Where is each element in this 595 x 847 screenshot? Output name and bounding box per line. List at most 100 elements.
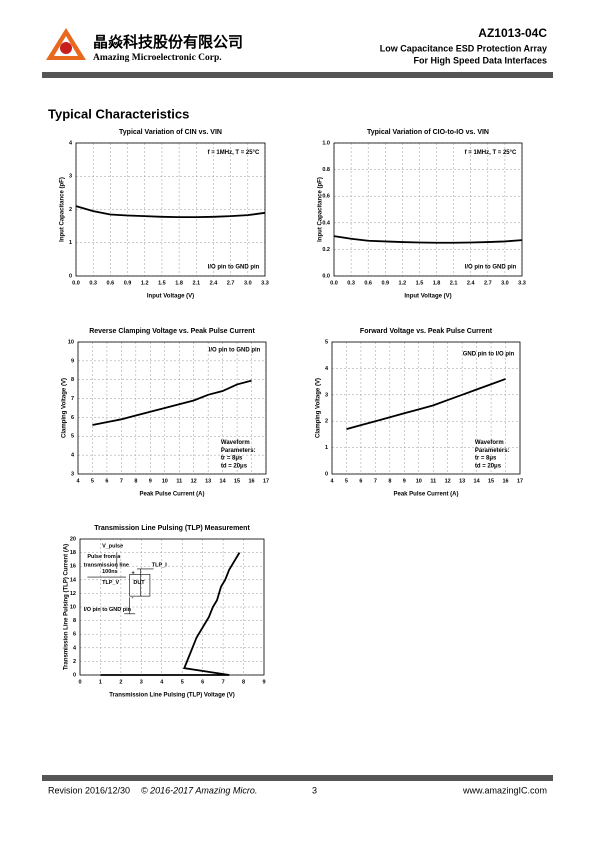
annotation: GND pin to I/O pin xyxy=(463,351,515,357)
y-tick-label: 0.4 xyxy=(322,220,331,226)
x-tick-label: 4 xyxy=(160,679,164,685)
x-tick-label: 0 xyxy=(78,679,81,685)
copyright: © 2016-2017 Amazing Micro. xyxy=(141,785,257,795)
logo xyxy=(46,28,86,60)
y-tick-label: 4 xyxy=(69,140,73,146)
x-tick-label: 5 xyxy=(91,478,94,484)
x-tick-label: 9 xyxy=(403,478,406,484)
y-tick-label: 8 xyxy=(71,377,74,383)
annotation: Waveform xyxy=(475,440,504,446)
y-tick-label: 18 xyxy=(70,550,76,556)
x-tick-label: 2.4 xyxy=(210,280,219,286)
y-tick-label: 0 xyxy=(325,471,328,477)
x-tick-label: 0.9 xyxy=(124,280,132,286)
annotation: - xyxy=(132,595,134,601)
y-tick-label: 0.2 xyxy=(322,247,330,253)
plot-frame xyxy=(77,341,267,475)
company-en: Amazing Microelectronic Corp. xyxy=(93,53,222,63)
y-tick-label: 0 xyxy=(69,273,72,279)
chart-title: Typical Variation of CIO-to-IO vs. VIN xyxy=(367,129,489,136)
y-tick-label: 7 xyxy=(71,396,74,402)
annotation: I/O pin to GND pin xyxy=(465,264,517,270)
y-tick-label: 5 xyxy=(325,339,328,345)
y-tick-label: 3 xyxy=(325,392,328,398)
x-tick-label: 5 xyxy=(181,679,184,685)
x-axis-label: Peak Pulse Current (A) xyxy=(393,492,458,498)
y-axis-label: Clamping Voltage (V) xyxy=(316,378,322,438)
x-tick-label: 7 xyxy=(222,679,225,685)
x-tick-label: 0.9 xyxy=(381,280,389,286)
x-tick-label: 6 xyxy=(105,478,108,484)
subtitle: Low Capacitance ESD Protection Array xyxy=(380,43,547,53)
y-tick-label: 2 xyxy=(69,207,72,213)
x-tick-label: 12 xyxy=(191,478,197,484)
header-bar xyxy=(42,72,553,78)
x-tick-label: 3 xyxy=(140,679,143,685)
x-tick-label: 14 xyxy=(474,478,481,484)
x-tick-label: 1.2 xyxy=(141,280,149,286)
x-tick-label: 16 xyxy=(502,478,508,484)
x-tick-label: 0.3 xyxy=(89,280,97,286)
x-tick-label: 14 xyxy=(220,478,227,484)
x-tick-label: 7 xyxy=(120,478,123,484)
x-tick-label: 3.3 xyxy=(261,280,269,286)
y-tick-label: 2 xyxy=(73,659,76,665)
annotation: tr = 8μs xyxy=(475,456,497,462)
x-tick-label: 2 xyxy=(119,679,122,685)
data-line xyxy=(92,379,252,426)
y-tick-label: 1 xyxy=(69,240,72,246)
chart-title: Reverse Clamping Voltage vs. Peak Pulse … xyxy=(89,328,255,335)
y-tick-label: 3 xyxy=(69,174,72,180)
x-tick-label: 2.1 xyxy=(192,280,200,286)
y-tick-label: 0 xyxy=(73,672,76,678)
section-title: Typical Characteristics xyxy=(48,106,189,121)
dut-box xyxy=(129,574,151,597)
x-tick-label: 9 xyxy=(262,679,265,685)
x-tick-label: 1 xyxy=(99,679,102,685)
x-tick-label: 8 xyxy=(242,679,245,685)
footer-bar xyxy=(42,775,553,781)
x-tick-label: 16 xyxy=(248,478,254,484)
x-tick-label: 1.5 xyxy=(416,280,424,286)
y-axis-label: Transmission Line Pulsing (TLP) Current … xyxy=(64,544,70,670)
x-tick-label: 6 xyxy=(359,478,362,484)
data-line xyxy=(346,378,506,430)
annotation: DUT xyxy=(133,580,145,586)
company-cn: 晶焱科技股份有限公司 xyxy=(93,33,243,51)
y-tick-label: 1.0 xyxy=(322,140,330,146)
x-tick-label: 0.0 xyxy=(72,280,80,286)
x-tick-label: 2.7 xyxy=(484,280,492,286)
x-tick-label: 12 xyxy=(445,478,451,484)
subtitle: For High Speed Data Interfaces xyxy=(413,55,547,65)
circuit xyxy=(87,552,154,615)
x-tick-label: 17 xyxy=(263,478,269,484)
annotation: V_pulse xyxy=(102,543,123,549)
x-axis-label: Input Voltage (V) xyxy=(147,294,194,300)
x-tick-label: 3.0 xyxy=(244,280,252,286)
y-tick-label: 16 xyxy=(70,564,76,570)
annotation: transmission line xyxy=(84,562,129,568)
y-tick-label: 6 xyxy=(71,415,74,421)
y-tick-label: 4 xyxy=(73,645,77,651)
annotation: + xyxy=(132,570,135,576)
y-tick-label: 10 xyxy=(68,339,74,345)
annotation: Parameters: xyxy=(221,448,256,454)
y-axis-label: Clamping Voltage (V) xyxy=(62,378,68,438)
x-tick-label: 15 xyxy=(234,478,240,484)
x-tick-label: 6 xyxy=(201,679,204,685)
x-tick-label: 17 xyxy=(517,478,523,484)
x-tick-label: 0.6 xyxy=(107,280,115,286)
y-tick-label: 3 xyxy=(71,471,74,477)
x-tick-label: 8 xyxy=(388,478,391,484)
annotation: I/O pin to GND pin xyxy=(84,607,132,613)
x-tick-label: 0.0 xyxy=(330,280,338,286)
annotation: TLP_I xyxy=(152,562,167,568)
y-tick-label: 2 xyxy=(325,419,328,425)
plot-frame xyxy=(75,142,266,277)
x-tick-label: 1.5 xyxy=(158,280,166,286)
y-tick-label: 14 xyxy=(70,577,77,583)
y-tick-label: 9 xyxy=(71,358,74,364)
x-tick-label: 2.1 xyxy=(450,280,458,286)
y-tick-label: 1 xyxy=(325,445,328,451)
